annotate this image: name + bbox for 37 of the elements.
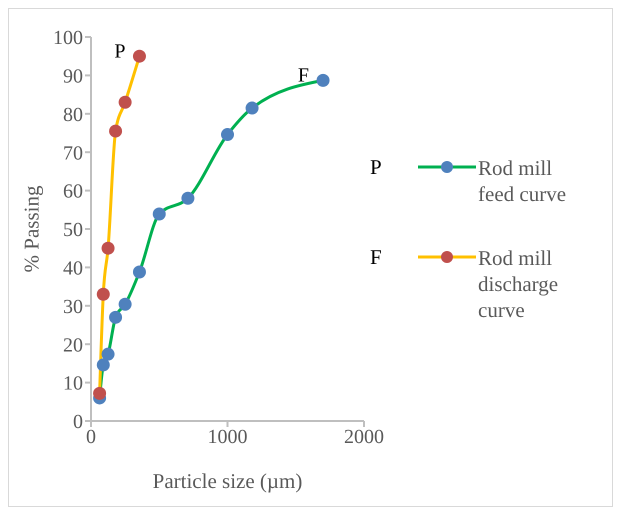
- annotation: F: [298, 64, 310, 86]
- point: [316, 74, 330, 87]
- legend-label: Rod mill feed curve: [478, 154, 568, 206]
- y-tick-label: 40: [63, 258, 83, 280]
- point: [181, 192, 194, 205]
- point: [132, 50, 146, 63]
- y-tick-label: 20: [63, 334, 83, 356]
- point: [93, 386, 106, 400]
- y-tick-label: 70: [63, 142, 83, 164]
- y-tick-label: 90: [63, 66, 83, 88]
- point: [96, 358, 110, 372]
- text: F: [369, 244, 383, 270]
- y-tick-label: 80: [63, 104, 83, 126]
- y-axis-title: % Passing: [19, 185, 44, 272]
- text: P: [369, 154, 383, 180]
- point: [96, 288, 110, 301]
- point: [152, 208, 166, 221]
- point: [118, 298, 132, 311]
- point: [102, 242, 115, 255]
- point: [109, 310, 122, 324]
- x-axis-title: Particle size (µm): [152, 468, 302, 493]
- x-tick-label: 1000: [208, 426, 248, 448]
- x-tick-label: 2000: [344, 426, 384, 448]
- legend-label: Rod mill discharge curve: [478, 244, 560, 322]
- point: [102, 348, 115, 361]
- point: [109, 124, 122, 138]
- point: [221, 128, 234, 142]
- y-tick-label: 50: [63, 219, 83, 242]
- point: [118, 96, 132, 109]
- y-tick-label: 10: [63, 372, 83, 395]
- annotation: P: [114, 40, 126, 62]
- point: [132, 266, 146, 279]
- point: [246, 102, 259, 115]
- y-tick-label: 100: [53, 27, 83, 50]
- y-tick-label: 0: [73, 411, 83, 434]
- y-tick-label: 60: [63, 180, 83, 203]
- y-tick-label: 30: [63, 296, 83, 318]
